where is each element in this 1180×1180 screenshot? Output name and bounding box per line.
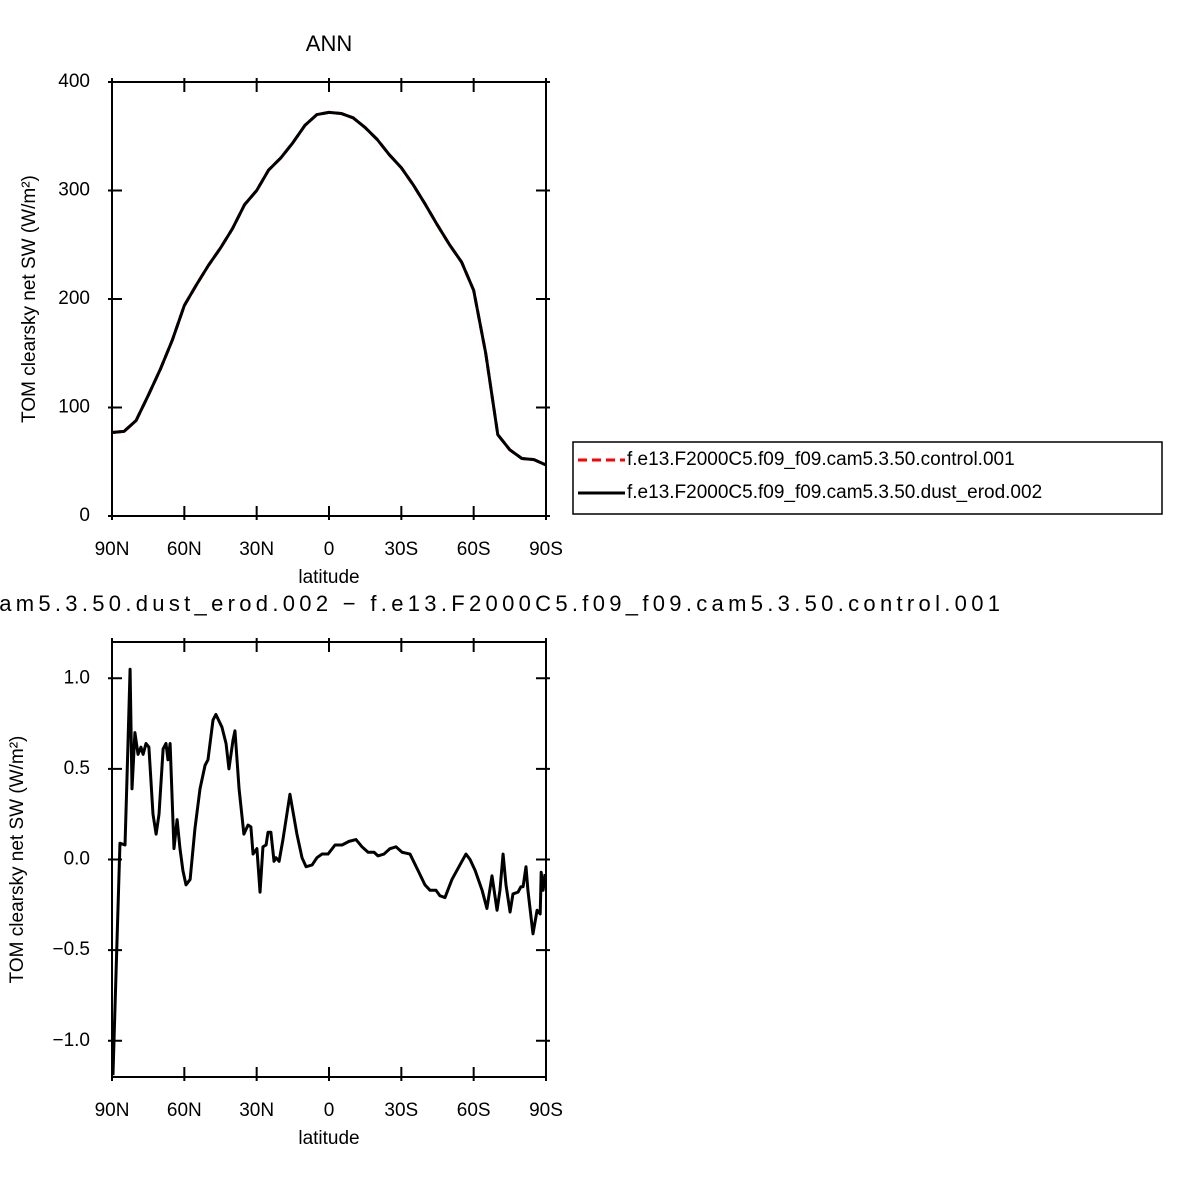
y-tick-label: 1.0 [64,667,90,688]
y-tick-label: −0.5 [52,939,90,960]
x-tick-label: 90N [95,539,130,560]
x-tick-label: 90S [529,1100,563,1121]
y-axis-label: TOM clearsky net SW (W/m²) [7,736,28,984]
data-line [111,110,547,467]
y-tick-label: 200 [58,288,90,309]
y-tick-label: 300 [58,180,90,201]
legend-label: f.e13.F2000C5.f09_f09.cam5.3.50.control.… [627,449,1015,470]
plot-frame [111,641,547,1078]
x-tick-label: 30N [239,1100,274,1121]
y-tick-label: 0.5 [64,758,90,779]
x-tick-label: 60N [167,539,202,560]
x-axis-label: latitude [298,567,359,588]
x-tick-label: 0 [324,539,335,560]
y-tick-label: −1.0 [52,1030,90,1051]
legend-box [572,441,1163,515]
y-tick-label: 0.0 [64,849,90,870]
x-tick-label: 0 [324,1100,335,1121]
x-tick-label: 30N [239,539,274,560]
y-tick-label: 0 [79,505,90,526]
chart-title: f.e13.F2000C5.f09_f09.cam5.3.50.dust_ero… [0,591,1000,616]
y-axis-label: TOM clearsky net SW (W/m²) [19,175,40,423]
x-tick-label: 60S [457,1100,491,1121]
legend-label: f.e13.F2000C5.f09_f09.cam5.3.50.dust_ero… [627,482,1042,503]
x-tick-label: 60S [457,539,491,560]
x-tick-label: 60N [167,1100,202,1121]
data-line [111,667,547,1076]
plot-frame [111,81,547,517]
x-tick-label: 90S [529,539,563,560]
x-axis-label: latitude [298,1128,359,1149]
y-tick-label: 100 [58,397,90,418]
chart-title: ANN [306,31,352,56]
y-tick-label: 400 [58,71,90,92]
x-tick-label: 30S [384,539,418,560]
x-tick-label: 30S [384,1100,418,1121]
data-line [111,110,547,467]
x-tick-label: 90N [95,1100,130,1121]
